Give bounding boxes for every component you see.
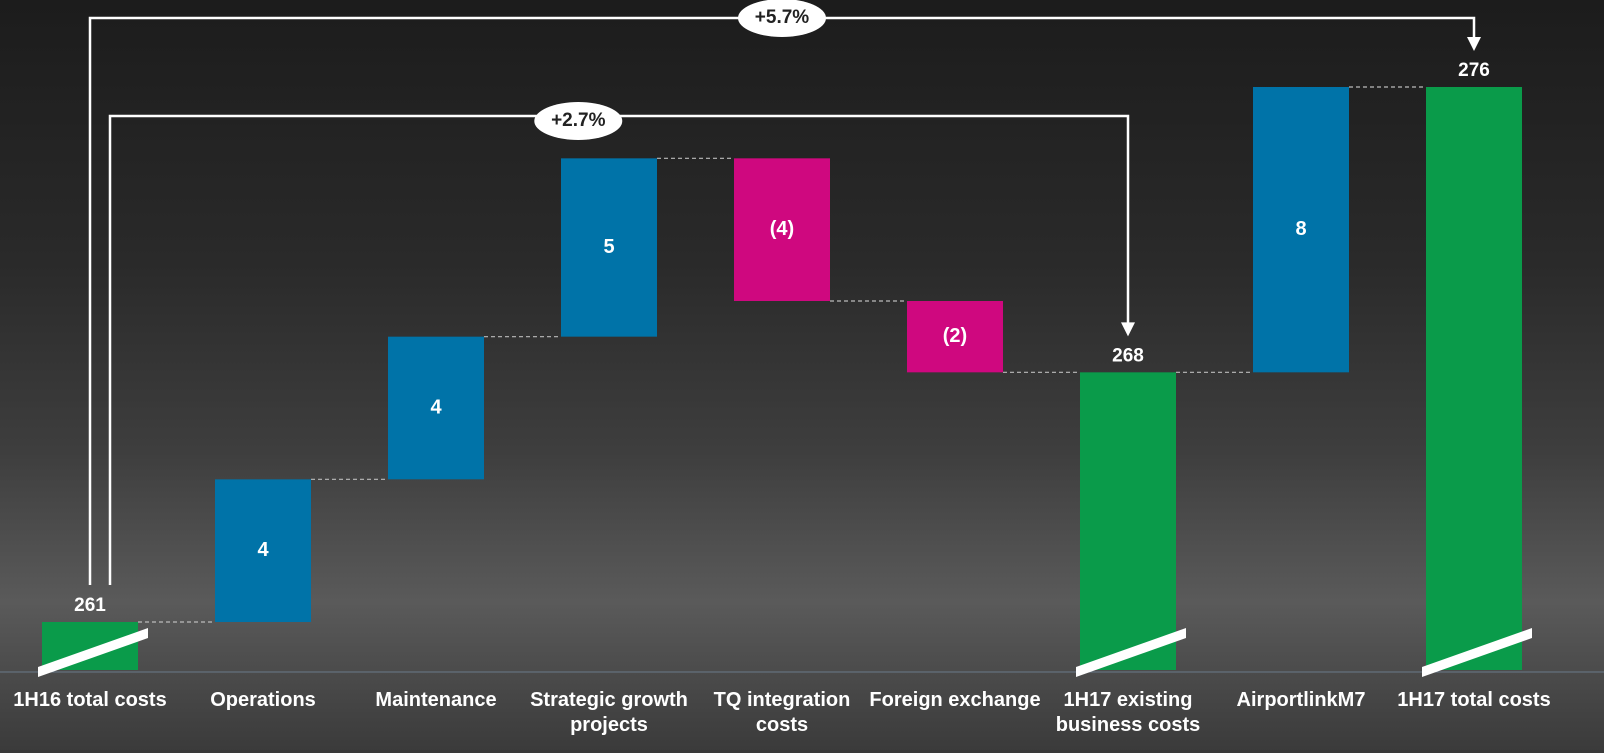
- arrow-head: [1467, 37, 1481, 51]
- x-tick-label: 1H17 existing business costs: [1055, 689, 1201, 736]
- axis-break: [1076, 628, 1186, 677]
- bar: [907, 301, 1003, 373]
- value-label: 276: [1458, 60, 1490, 81]
- value-label: (4): [770, 218, 794, 240]
- bar: [215, 479, 311, 622]
- x-tick-label: Operations: [210, 689, 316, 711]
- x-tick-label: Strategic growth projects: [530, 689, 688, 736]
- annotation-badge: [738, 0, 826, 37]
- annotation: +5.7%: [755, 7, 810, 28]
- bar: [561, 158, 657, 337]
- value-label: 268: [1112, 345, 1144, 366]
- annotation: +2.7%: [551, 110, 606, 131]
- x-tick-label: Foreign exchange: [869, 689, 1041, 711]
- x-tick-label: 1H16 total costs: [13, 689, 167, 711]
- value-label: 4: [257, 539, 269, 561]
- value-label: (2): [943, 325, 967, 347]
- x-tick-label: Maintenance: [375, 689, 497, 711]
- arrow-head: [1121, 322, 1135, 337]
- value-label: 4: [430, 396, 442, 418]
- x-tick-label: TQ integration costs: [713, 689, 851, 736]
- bar: [1253, 87, 1349, 373]
- axis-break: [38, 628, 148, 677]
- bar: [388, 336, 484, 480]
- bar: [734, 158, 830, 301]
- bar: [1080, 372, 1176, 670]
- value-label: 5: [603, 236, 614, 258]
- value-label: 8: [1295, 218, 1306, 240]
- x-tick-label: AirportlinkM7: [1236, 689, 1366, 711]
- axis-break: [1422, 628, 1532, 677]
- bar: [1426, 87, 1522, 670]
- value-label: 261: [74, 595, 106, 616]
- x-tick-label: 1H17 total costs: [1397, 689, 1551, 711]
- annotation-badge: [534, 102, 623, 140]
